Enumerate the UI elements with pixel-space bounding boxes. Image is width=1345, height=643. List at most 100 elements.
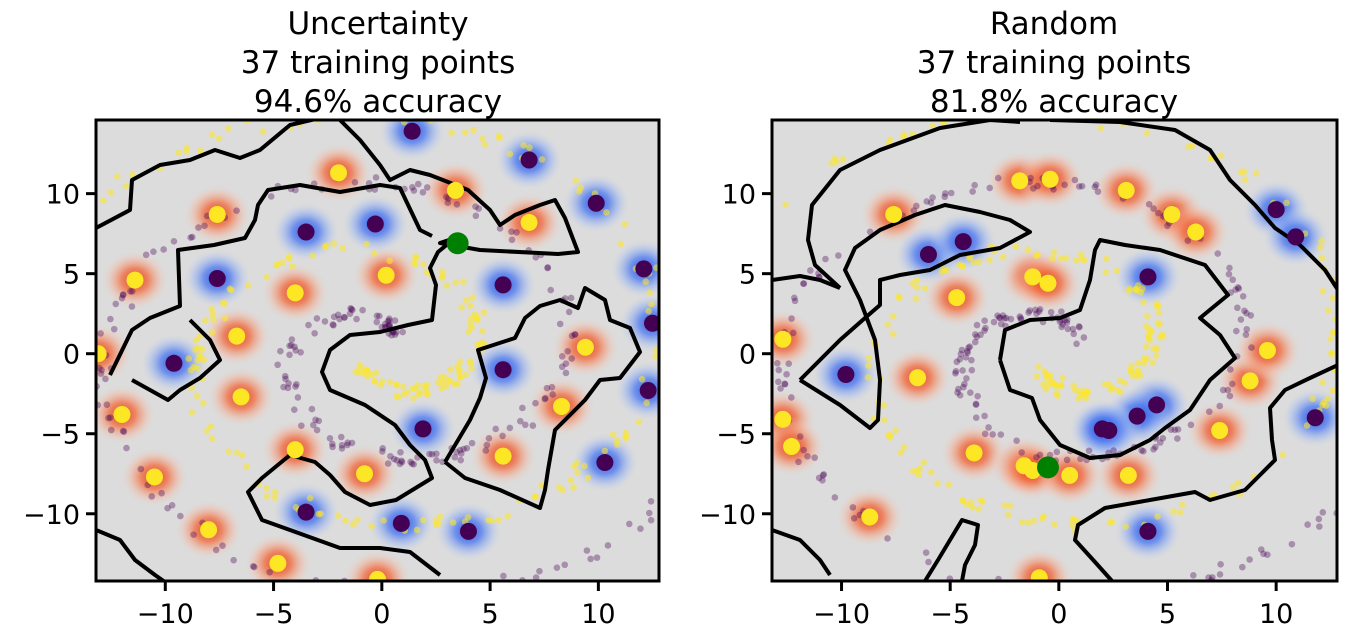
training-point-yellow bbox=[1211, 422, 1229, 440]
pool-point bbox=[642, 278, 649, 285]
training-point-purple bbox=[403, 122, 421, 140]
pool-point bbox=[107, 315, 114, 323]
training-point-purple bbox=[635, 260, 653, 278]
pool-point bbox=[973, 333, 981, 341]
pool-point bbox=[445, 377, 452, 385]
pool-point bbox=[996, 314, 1004, 322]
pool-point bbox=[1318, 237, 1325, 245]
pool-point bbox=[1327, 335, 1334, 343]
pool-point bbox=[915, 471, 922, 479]
pool-point bbox=[250, 563, 258, 571]
pool-point bbox=[548, 383, 556, 391]
pool-point bbox=[454, 362, 461, 370]
y-tick-label: 0 bbox=[63, 340, 80, 371]
pool-point bbox=[233, 207, 240, 214]
pool-point bbox=[305, 321, 312, 329]
x-tick-label: −5 bbox=[254, 599, 294, 630]
pool-point bbox=[1035, 308, 1043, 315]
pool-point bbox=[981, 317, 988, 325]
pool-point bbox=[558, 363, 566, 371]
pool-point bbox=[815, 474, 823, 482]
pool-point bbox=[785, 360, 793, 367]
y-tick-label: −5 bbox=[716, 420, 756, 451]
pool-point bbox=[1142, 322, 1150, 330]
pool-point bbox=[438, 274, 446, 281]
pool-point bbox=[625, 520, 633, 528]
pool-point bbox=[1227, 366, 1234, 373]
pool-point bbox=[1113, 267, 1121, 275]
pool-point bbox=[1105, 380, 1112, 388]
pool-point bbox=[643, 399, 650, 407]
pool-point bbox=[839, 156, 847, 163]
training-point-purple bbox=[1139, 522, 1157, 540]
pool-point bbox=[480, 309, 488, 316]
pool-point bbox=[1061, 181, 1068, 189]
pool-point bbox=[850, 514, 858, 522]
training-point-yellow bbox=[494, 447, 512, 465]
pool-point bbox=[971, 331, 979, 338]
pool-point bbox=[129, 171, 136, 178]
pool-point bbox=[865, 355, 873, 362]
pool-point bbox=[549, 391, 556, 398]
training-point-yellow bbox=[1024, 462, 1042, 480]
pool-point bbox=[380, 517, 387, 524]
pool-point bbox=[864, 362, 872, 370]
plot-frame bbox=[770, 118, 1339, 583]
training-point-purple bbox=[1148, 396, 1166, 414]
pool-point bbox=[388, 332, 395, 339]
pool-point bbox=[807, 267, 814, 274]
pool-point bbox=[373, 318, 381, 326]
training-point-purple bbox=[494, 276, 512, 294]
pool-point bbox=[286, 351, 293, 359]
pool-point bbox=[800, 280, 807, 287]
pool-point bbox=[188, 408, 196, 416]
pool-point bbox=[884, 535, 891, 542]
pool-point bbox=[1144, 312, 1151, 320]
training-point-yellow bbox=[1011, 172, 1029, 190]
pool-point bbox=[1071, 516, 1078, 524]
pool-point bbox=[604, 542, 612, 549]
pool-point bbox=[1077, 250, 1085, 258]
pool-point bbox=[285, 380, 292, 387]
pool-point bbox=[994, 312, 1001, 319]
training-point-yellow bbox=[232, 388, 250, 406]
pool-point bbox=[381, 320, 389, 328]
pool-point bbox=[571, 331, 579, 338]
pool-point bbox=[118, 294, 126, 302]
pool-point bbox=[466, 302, 474, 309]
pool-point bbox=[313, 426, 321, 434]
pool-point bbox=[1024, 519, 1032, 527]
pool-point bbox=[913, 202, 920, 210]
pool-point bbox=[986, 256, 993, 264]
plot-frame bbox=[94, 118, 661, 583]
pool-point bbox=[929, 194, 936, 201]
pool-point bbox=[975, 258, 983, 266]
pool-point bbox=[1107, 386, 1115, 394]
pool-point bbox=[410, 259, 418, 266]
pool-point bbox=[994, 174, 1002, 182]
pool-point bbox=[1184, 237, 1192, 245]
pool-point bbox=[407, 458, 414, 466]
pool-point bbox=[828, 159, 835, 167]
pool-point bbox=[1159, 332, 1167, 340]
pool-point bbox=[337, 433, 345, 441]
training-point-purple bbox=[366, 215, 384, 233]
training-point-yellow bbox=[885, 205, 903, 223]
pool-point bbox=[568, 332, 576, 340]
pool-point bbox=[170, 237, 178, 245]
pool-point bbox=[368, 522, 375, 530]
pool-point bbox=[263, 484, 271, 492]
training-point-purple bbox=[1267, 201, 1285, 219]
training-point-yellow bbox=[286, 441, 304, 459]
pool-point bbox=[119, 291, 127, 298]
pool-point bbox=[1132, 286, 1139, 293]
pool-point bbox=[428, 450, 436, 458]
y-tick-label: 10 bbox=[46, 180, 80, 211]
pool-point bbox=[351, 179, 359, 186]
pool-point bbox=[820, 471, 828, 478]
pool-point bbox=[160, 246, 167, 253]
pool-point bbox=[228, 286, 235, 294]
pool-point bbox=[446, 366, 454, 373]
pool-point bbox=[1283, 199, 1290, 207]
pool-point bbox=[281, 372, 289, 380]
